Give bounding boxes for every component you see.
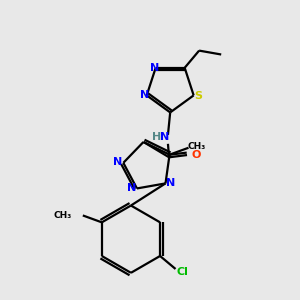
Text: S: S [194,92,202,101]
Text: N: N [160,132,169,142]
Text: N: N [140,90,149,100]
Text: N: N [150,63,159,73]
Text: CH₃: CH₃ [187,142,206,151]
Text: H: H [152,132,161,142]
Text: N: N [127,183,136,194]
Text: O: O [191,150,201,160]
Text: Cl: Cl [176,267,188,277]
Text: N: N [167,178,176,188]
Text: N: N [113,157,122,167]
Text: CH₃: CH₃ [53,211,72,220]
